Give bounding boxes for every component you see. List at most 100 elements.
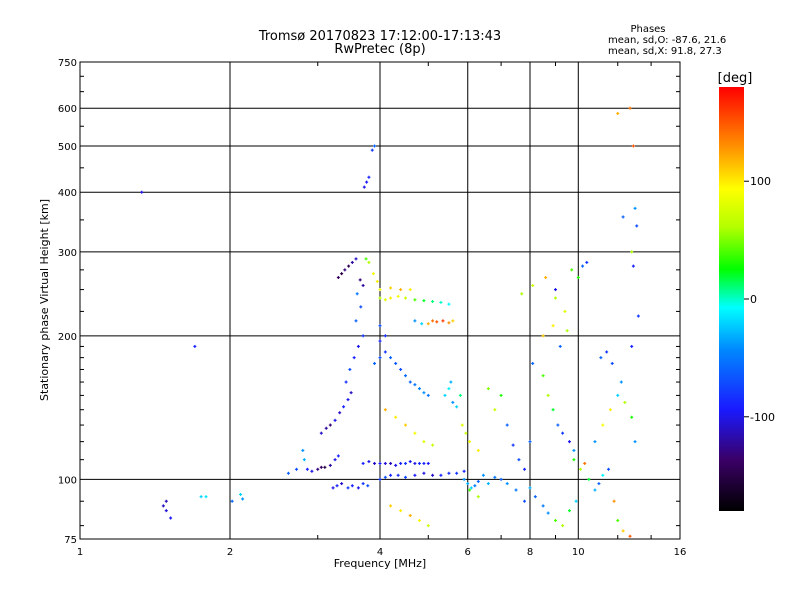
data-point [565, 329, 569, 333]
data-point [361, 461, 365, 465]
data-point [352, 356, 356, 360]
data-point [631, 144, 635, 148]
data-point [541, 374, 545, 378]
data-point [413, 461, 417, 465]
data-point [367, 460, 371, 464]
data-point [567, 509, 571, 513]
data-point [408, 380, 412, 384]
data-point [164, 509, 168, 513]
data-point [383, 408, 387, 412]
data-point [403, 461, 407, 465]
y-tick-label: 75 [64, 535, 77, 546]
x-tick-label: 8 [527, 547, 533, 558]
data-point [417, 519, 421, 523]
data-point [295, 467, 299, 471]
colorbar-tick-label: 100 [750, 175, 771, 188]
data-point [551, 408, 555, 412]
data-point [447, 302, 451, 306]
data-point [403, 475, 407, 479]
data-point [333, 458, 337, 462]
data-point [607, 467, 611, 471]
data-point [514, 488, 518, 492]
data-point [623, 400, 627, 404]
data-point [230, 499, 234, 503]
data-point [364, 257, 368, 261]
data-point [350, 484, 354, 488]
y-tick-label: 200 [58, 332, 77, 343]
data-point [486, 482, 490, 486]
data-point [633, 440, 637, 444]
data-point [553, 296, 557, 300]
data-point [439, 473, 443, 477]
x-tick-label: 2 [227, 547, 233, 558]
data-point [348, 367, 352, 371]
data-point [422, 461, 426, 465]
data-point [399, 461, 403, 465]
data-point [413, 431, 417, 435]
data-point [394, 361, 398, 365]
data-point [528, 440, 532, 444]
data-point [447, 321, 451, 325]
data-point [356, 486, 360, 490]
data-point [389, 504, 393, 508]
data-point [316, 467, 320, 471]
data-point [422, 440, 426, 444]
data-point [441, 319, 445, 323]
data-point [389, 356, 393, 360]
data-point [362, 185, 366, 189]
plot-frame [79, 61, 681, 540]
data-point [546, 511, 550, 515]
data-point [431, 319, 435, 323]
data-point [597, 482, 601, 486]
data-point [340, 482, 344, 486]
data-point [408, 514, 412, 518]
data-point [310, 469, 314, 473]
data-point [570, 268, 574, 272]
data-point [413, 319, 417, 323]
data-point [476, 479, 480, 483]
data-point [630, 250, 634, 254]
data-point [635, 224, 639, 228]
data-point [378, 339, 382, 343]
data-point [413, 298, 417, 302]
phase-heading: Phases [630, 24, 665, 35]
colorbar-tick-label: 0 [750, 293, 757, 306]
data-point [399, 509, 403, 513]
data-point [630, 415, 634, 419]
data-point [199, 495, 203, 499]
data-point [505, 423, 509, 427]
y-tick-label: 100 [58, 475, 77, 486]
data-points [140, 106, 640, 538]
data-point [343, 268, 347, 272]
data-point [546, 393, 550, 397]
data-point [403, 374, 407, 378]
data-point [630, 344, 634, 348]
data-point [426, 322, 430, 326]
data-point [585, 260, 589, 264]
data-point [531, 283, 535, 287]
data-point [355, 292, 359, 296]
data-point [239, 492, 243, 496]
data-point [561, 524, 565, 528]
data-point [367, 175, 371, 179]
data-point [567, 440, 571, 444]
data-point [396, 294, 400, 298]
data-point [572, 458, 576, 462]
data-point [493, 408, 497, 412]
data-point [426, 524, 430, 528]
data-point [610, 361, 614, 365]
data-point [493, 475, 497, 479]
y-tick-label: 400 [58, 188, 77, 199]
data-point [347, 264, 351, 268]
data-point [455, 405, 459, 409]
data-point [344, 380, 348, 384]
data-point [499, 477, 503, 481]
data-point [408, 460, 412, 464]
data-point [593, 488, 597, 492]
data-point [505, 482, 509, 486]
data-point [383, 334, 387, 338]
data-point [616, 393, 620, 397]
data-point [439, 300, 443, 304]
data-point [486, 387, 490, 391]
data-point [417, 461, 421, 465]
